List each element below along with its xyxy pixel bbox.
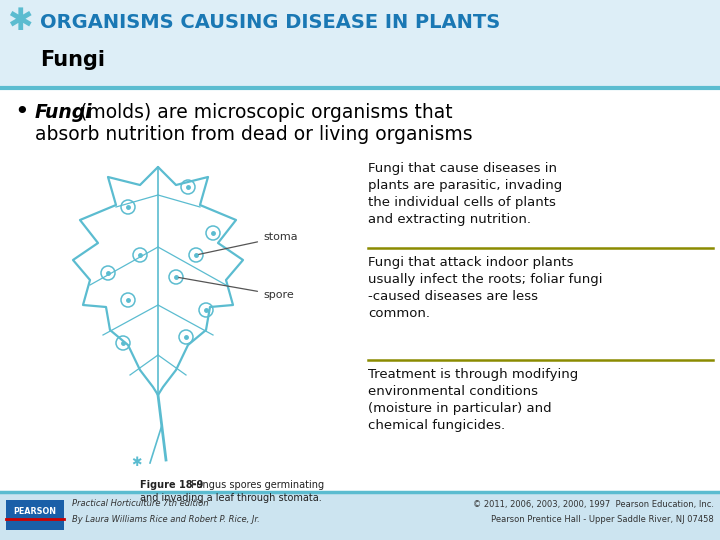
Text: Fungi that cause diseases in
plants are parasitic, invading
the individual cells: Fungi that cause diseases in plants are …	[368, 162, 562, 226]
Text: absorb nutrition from dead or living organisms: absorb nutrition from dead or living org…	[35, 125, 472, 144]
Text: and invading a leaf through stomata.: and invading a leaf through stomata.	[140, 493, 322, 503]
Bar	[0, 0, 720, 88]
Text: Figure 18-9: Figure 18-9	[140, 480, 203, 490]
Text: ✱: ✱	[7, 8, 32, 37]
Text: •: •	[14, 100, 30, 124]
Text: PEARSON: PEARSON	[14, 507, 56, 516]
Text: Treatment is through modifying
environmental conditions
(moisture in particular): Treatment is through modifying environme…	[368, 368, 578, 432]
Text: Fungi: Fungi	[40, 50, 105, 70]
Text: Pearson Prentice Hall - Upper Saddle River, NJ 07458: Pearson Prentice Hall - Upper Saddle Riv…	[491, 516, 714, 524]
Text: Fungus spores germinating: Fungus spores germinating	[188, 480, 324, 490]
Bar	[6, 500, 64, 530]
Text: Practical Horticulture 7th edition: Practical Horticulture 7th edition	[72, 500, 209, 509]
Text: © 2011, 2006, 2003, 2000, 1997  Pearson Education, Inc.: © 2011, 2006, 2003, 2000, 1997 Pearson E…	[473, 500, 714, 509]
Text: (molds) are microscopic organisms that: (molds) are microscopic organisms that	[80, 103, 453, 122]
Bar	[0, 492, 720, 540]
Text: Fungi that attack indoor plants
usually infect the roots; foliar fungi
-caused d: Fungi that attack indoor plants usually …	[368, 256, 603, 320]
Text: By Laura Williams Rice and Robert P. Rice, Jr.: By Laura Williams Rice and Robert P. Ric…	[72, 516, 260, 524]
Text: ✱: ✱	[131, 456, 141, 469]
Text: Fungi: Fungi	[35, 103, 92, 122]
Text: spore: spore	[179, 278, 294, 300]
Text: ORGANISMS CAUSING DISEASE IN PLANTS: ORGANISMS CAUSING DISEASE IN PLANTS	[40, 12, 500, 31]
Text: stoma: stoma	[199, 232, 297, 254]
